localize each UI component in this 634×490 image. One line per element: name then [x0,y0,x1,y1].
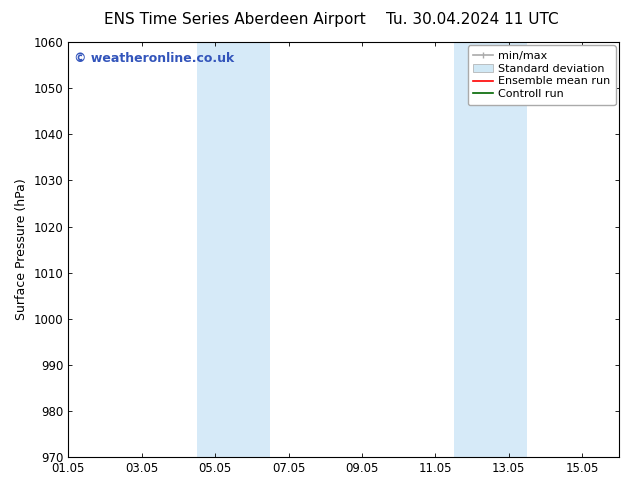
Legend: min/max, Standard deviation, Ensemble mean run, Controll run: min/max, Standard deviation, Ensemble me… [468,46,616,105]
Text: © weatheronline.co.uk: © weatheronline.co.uk [74,52,234,66]
Text: ENS Time Series Aberdeen Airport: ENS Time Series Aberdeen Airport [104,12,365,27]
Bar [454,42,527,457]
Text: Tu. 30.04.2024 11 UTC: Tu. 30.04.2024 11 UTC [386,12,559,27]
Bar [197,42,270,457]
Y-axis label: Surface Pressure (hPa): Surface Pressure (hPa) [15,179,28,320]
